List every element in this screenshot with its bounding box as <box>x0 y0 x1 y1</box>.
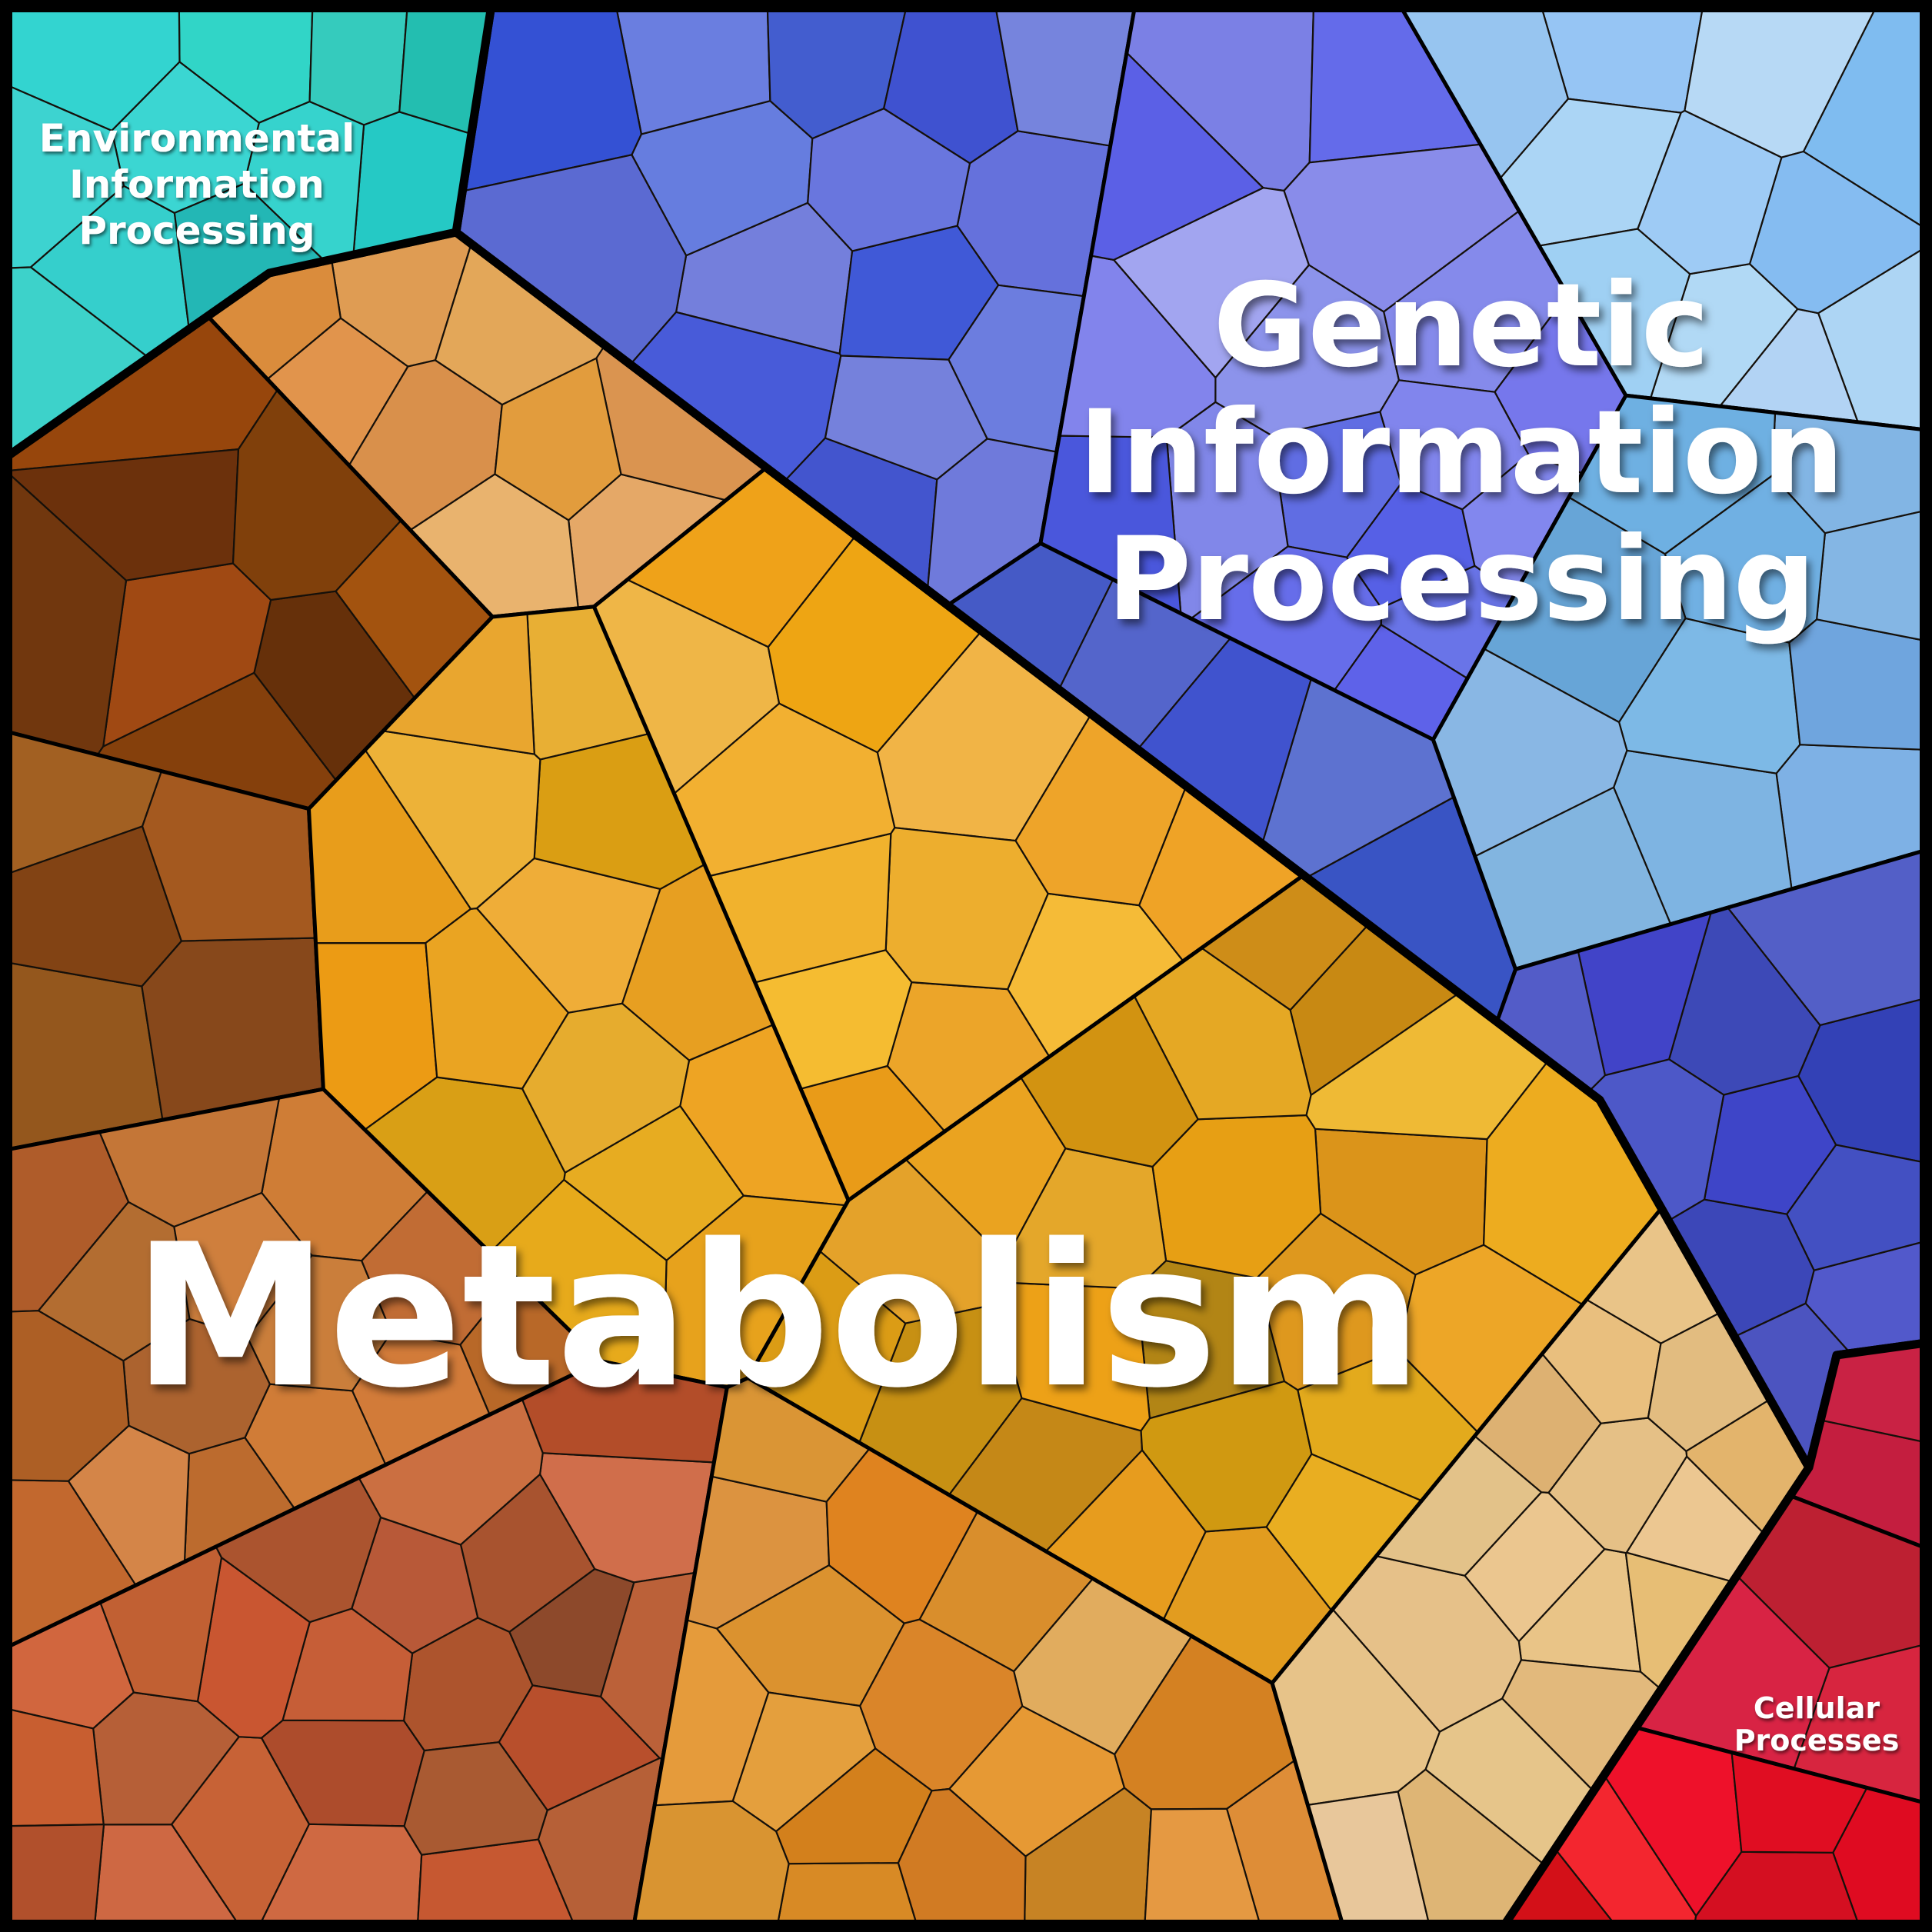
label-genetic-information-processing: Genetic Information Processing <box>1078 259 1844 647</box>
cell-amber-bottom[interactable] <box>1143 1807 1264 1932</box>
region-environmental-information-processing <box>0 0 497 466</box>
subregion-border-sky-medium <box>1431 393 1932 971</box>
cell-blue-left[interactable] <box>824 355 988 481</box>
cell-rust-left[interactable] <box>0 1310 130 1482</box>
label-line: Cellular <box>1754 1691 1880 1725</box>
label-metabolism: Metabolism <box>132 1202 1422 1431</box>
cell-rust-left[interactable] <box>173 1191 313 1338</box>
cell-amber-bottom[interactable] <box>631 1800 790 1932</box>
label-line: Processes <box>1734 1724 1900 1757</box>
cell-sky-medium[interactable] <box>1664 475 1826 644</box>
cell-teal[interactable] <box>308 0 409 126</box>
region-border-cellular-processes <box>1495 1337 1932 1932</box>
cell-brick-bottom[interactable] <box>0 1824 105 1932</box>
label-line: Genetic <box>1213 259 1709 393</box>
region-cellular-processes <box>1495 1337 1932 1932</box>
cell-brick-bottom[interactable] <box>403 1741 548 1856</box>
cell-sky-light[interactable] <box>1748 150 1932 315</box>
region-genetic-information-processing <box>451 0 1932 1472</box>
label-line: Processing <box>1107 513 1816 647</box>
label-line: Metabolism <box>132 1202 1422 1431</box>
label-environmental-information-processing: Environmental Information Processing <box>39 116 355 253</box>
label-line: Processing <box>78 208 315 253</box>
cell-teal[interactable] <box>0 81 125 269</box>
region-border-environmental-information-processing <box>0 0 497 466</box>
label-line: Information <box>69 162 325 207</box>
cell-brick-bottom[interactable] <box>460 1473 596 1633</box>
label-cellular-processes: Cellular Processes <box>1734 1691 1900 1757</box>
cell-amber-bottom[interactable] <box>897 1787 1027 1932</box>
subregion-border-sky-light <box>1394 0 1932 433</box>
region-metabolism <box>0 228 1814 1932</box>
cell-blue-left[interactable] <box>807 108 971 252</box>
cell-blue-left[interactable] <box>883 0 1019 165</box>
cell-sky-light[interactable] <box>1637 109 1783 275</box>
label-line: Environmental <box>39 116 355 161</box>
label-line: Information <box>1078 386 1844 520</box>
cell-brown-mid[interactable] <box>0 960 164 1152</box>
subregion-border-bright-red <box>1497 1725 1932 1932</box>
